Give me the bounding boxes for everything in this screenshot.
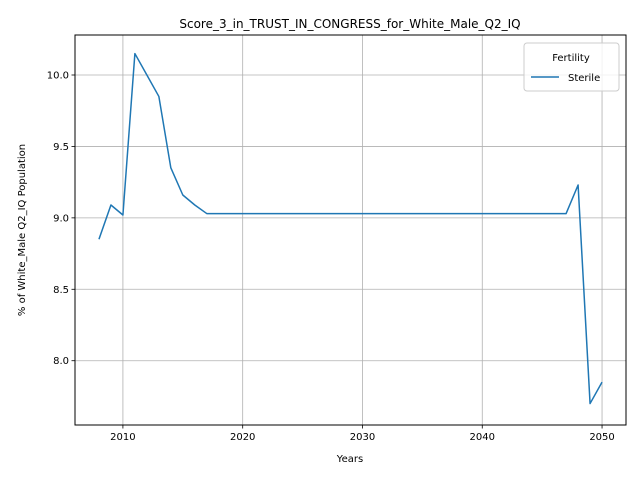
x-tick-label: 2010 [110, 432, 135, 443]
x-axis-label: Years [336, 454, 363, 465]
y-tick-label: 9.5 [53, 142, 69, 153]
x-tick-label: 2050 [589, 432, 614, 443]
legend: Fertility Sterile [523, 42, 620, 92]
legend-label-sterile: Sterile [568, 73, 600, 84]
series-line-sterile [98, 52, 603, 405]
y-tick-label: 8.0 [53, 356, 69, 367]
y-axis-label: % of White_Male Q2_IQ Population [17, 144, 28, 316]
x-axis-ticks: 2010 2020 2030 2040 2050 [110, 425, 615, 443]
y-tick-label: 9.0 [53, 213, 69, 224]
x-tick-label: 2040 [470, 432, 495, 443]
series-layer [98, 52, 603, 405]
y-tick-label: 8.5 [53, 285, 69, 296]
legend-box [523, 42, 620, 92]
chart-title: Score_3_in_TRUST_IN_CONGRESS_for_White_M… [179, 17, 520, 31]
plot-area-frame [74, 34, 627, 426]
y-tick-label: 10.0 [47, 71, 69, 82]
x-tick-label: 2030 [350, 432, 375, 443]
y-axis-ticks: 8.0 8.5 9.0 9.5 10.0 [47, 71, 75, 367]
x-tick-label: 2020 [230, 432, 255, 443]
legend-title: Fertility [552, 53, 590, 64]
